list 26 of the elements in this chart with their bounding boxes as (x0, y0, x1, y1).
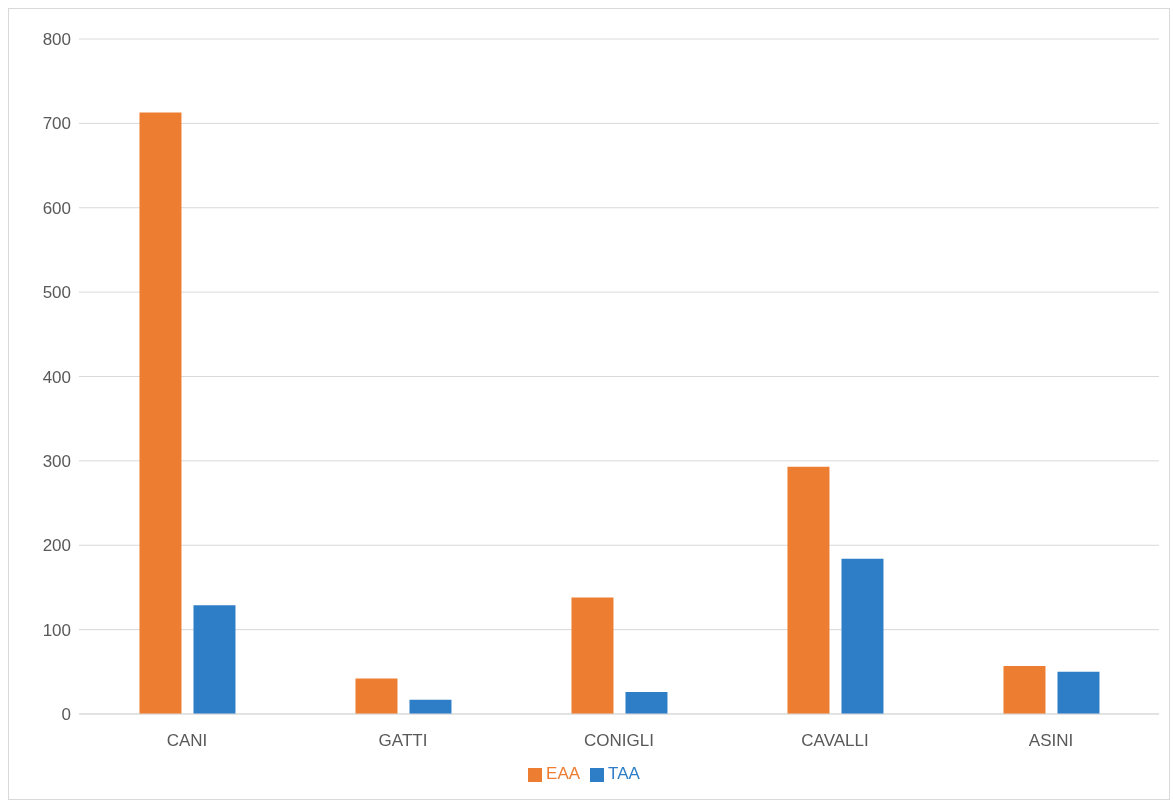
bar (409, 699, 452, 714)
y-tick-label: 200 (42, 536, 71, 556)
y-tick-label: 0 (61, 705, 71, 725)
x-tick-label: GATTI (378, 731, 428, 751)
bar (1057, 671, 1100, 714)
y-tick-label: 600 (42, 198, 71, 218)
bar (355, 678, 398, 714)
bar (787, 466, 830, 714)
legend-label: TAA (608, 764, 640, 783)
y-tick-label: 800 (42, 30, 71, 50)
x-tick-label: CANI (166, 731, 208, 751)
bar (139, 112, 182, 714)
y-tick-label: 100 (42, 620, 71, 640)
y-tick-label: 400 (42, 367, 71, 387)
bar (571, 597, 614, 714)
bar (625, 692, 668, 714)
bar (193, 605, 236, 714)
legend-label: EAA (546, 764, 581, 783)
x-tick-label: ASINI (1028, 731, 1074, 751)
x-tick-label: CAVALLI (801, 731, 869, 751)
bar (1003, 665, 1046, 714)
bar (841, 558, 884, 714)
x-tick-label: CONIGLI (584, 731, 654, 751)
y-tick-label: 500 (42, 283, 71, 303)
y-tick-label: 300 (42, 451, 71, 471)
y-tick-label: 700 (42, 114, 71, 134)
